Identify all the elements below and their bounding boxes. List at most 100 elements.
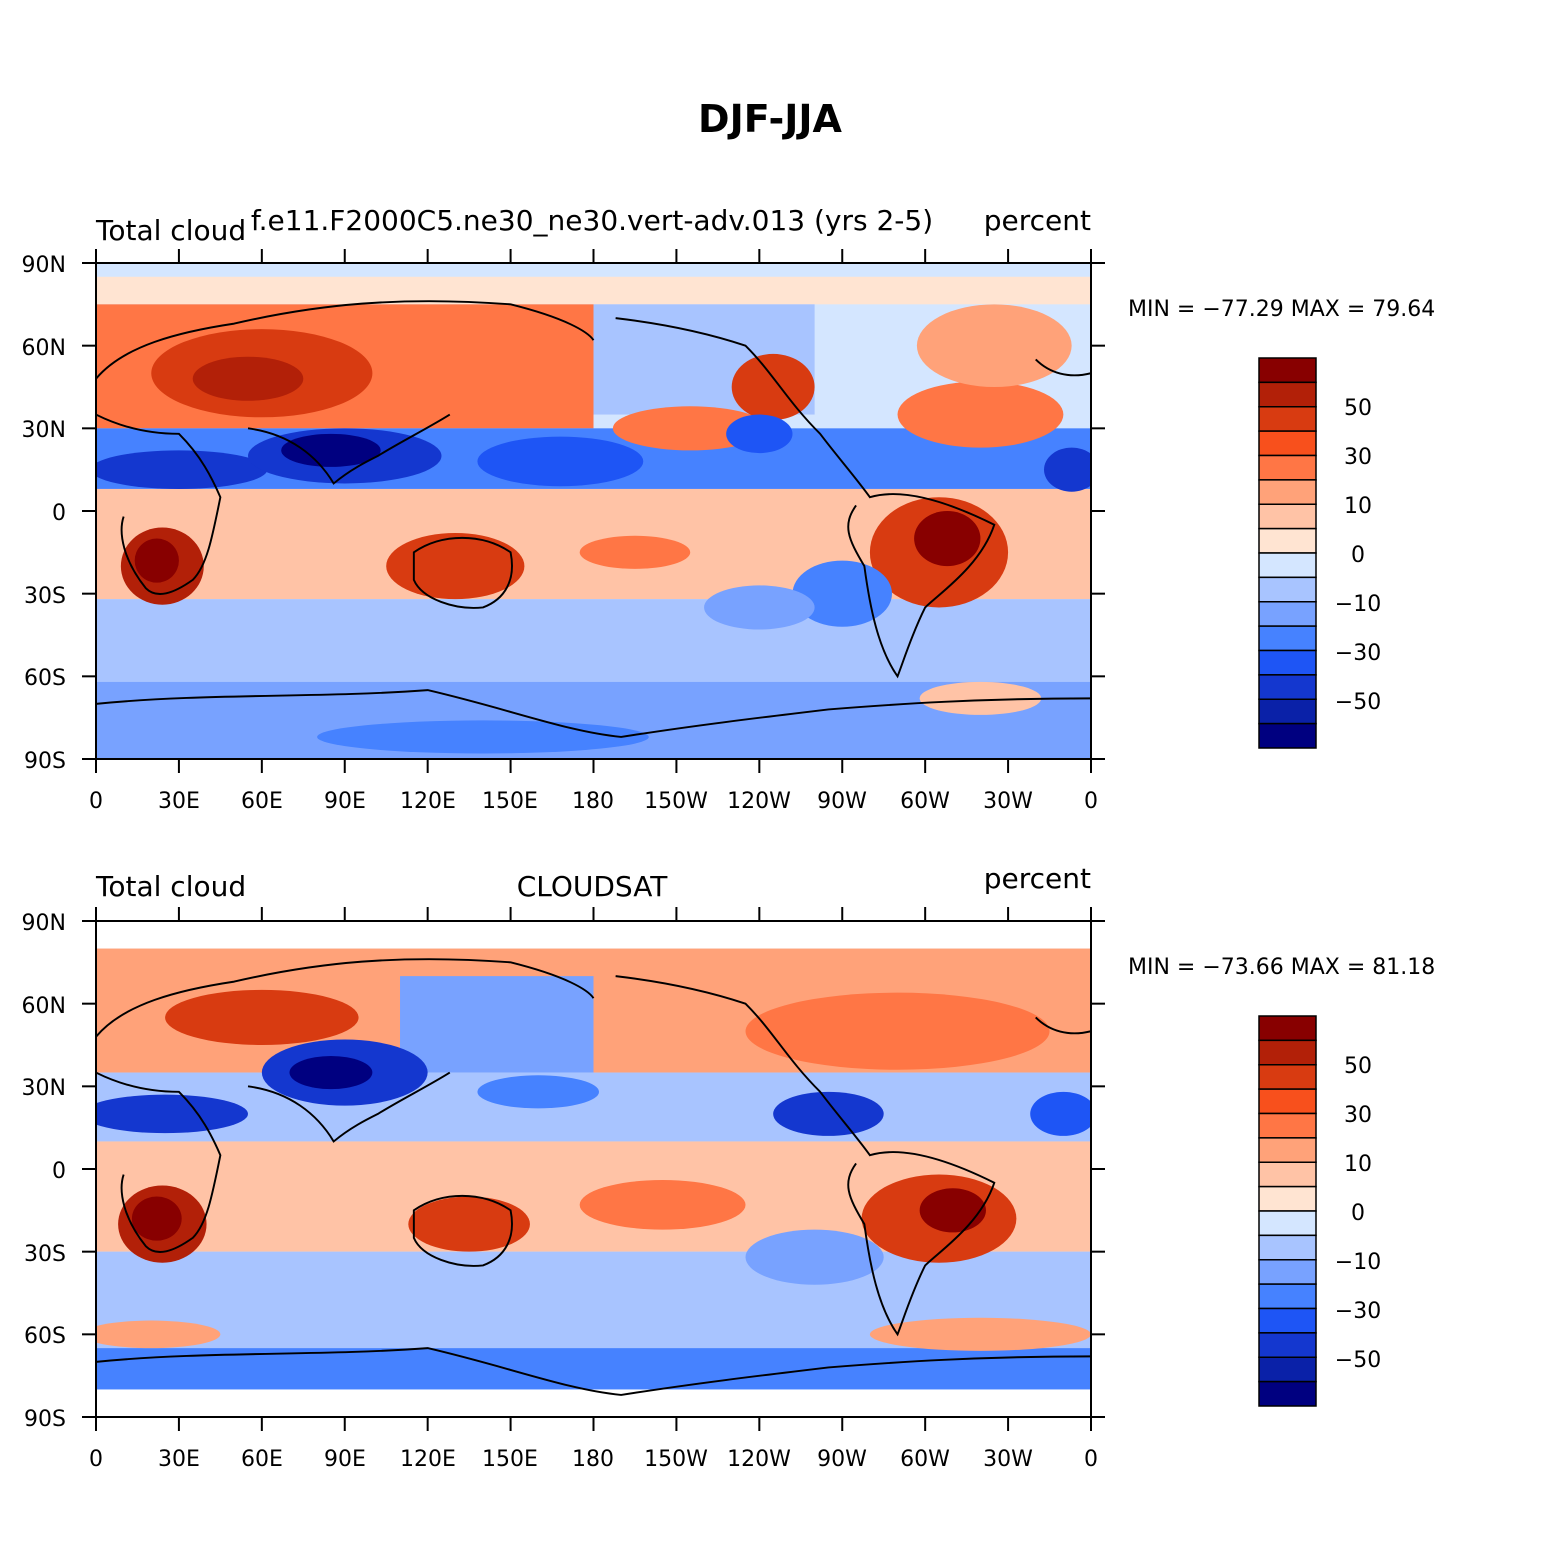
colorbar-swatch: [1258, 1137, 1317, 1163]
lat-tick-label: 0: [52, 1159, 66, 1184]
colorbar-label: 10: [1344, 494, 1372, 519]
lon-tick-label: 120E: [400, 789, 456, 814]
colorbar-swatch: [1258, 698, 1317, 725]
lat-tick-label: 60S: [24, 1324, 66, 1349]
panel-left-label: Total cloud: [95, 870, 246, 903]
colorbar-swatch: [1258, 1307, 1317, 1334]
colorbar-swatch: [1258, 625, 1317, 652]
lat-axis: 90N 60N 30N 0 30S 60S 90S: [22, 911, 66, 1432]
lon-tick-label: 0: [89, 1447, 103, 1472]
colorbar-label: −30: [1335, 641, 1381, 666]
lon-tick-label: 120W: [727, 789, 791, 814]
colorbar-label: 30: [1344, 445, 1372, 470]
colorbar-label: −30: [1335, 1299, 1381, 1324]
colorbar-label: −50: [1335, 1348, 1381, 1373]
map-field: [96, 263, 1091, 759]
lon-tick-label: 60E: [241, 789, 283, 814]
lon-tick-label: 150W: [644, 789, 708, 814]
colorbar-swatch: [1258, 1088, 1317, 1115]
colorbar-swatch: [1258, 1380, 1317, 1407]
colorbar-swatch: [1258, 381, 1317, 408]
map-panel-observations: 90N 60N 30N 0 30S 60S 90S 0 30E 60E 90E …: [22, 911, 1098, 1472]
axis-ticks: [82, 907, 1105, 1431]
lon-tick-label: 90W: [817, 789, 867, 814]
colorbar-label: 10: [1344, 1152, 1372, 1177]
axis-ticks: [82, 249, 1105, 773]
panel-center-label: f.e11.F2000C5.ne30_ne30.vert-adv.013 (yr…: [251, 204, 933, 237]
lon-tick-label: 60W: [900, 1447, 950, 1472]
lat-tick-label: 60N: [22, 994, 66, 1019]
colorbar-swatch: [1258, 430, 1317, 457]
lat-tick-label: 30S: [24, 584, 66, 609]
colorbar-swatch: [1258, 674, 1317, 700]
colorbar-swatch: [1258, 1112, 1317, 1139]
colorbar-swatch: [1258, 1015, 1317, 1042]
lon-tick-label: 30E: [158, 789, 200, 814]
colorbar-swatch: [1258, 1210, 1317, 1237]
colorbar-swatch: [1258, 722, 1317, 749]
panel-center-label: CLOUDSAT: [517, 870, 669, 903]
panel-model: Total cloud f.e11.F2000C5.ne30_ne30.vert…: [22, 204, 1436, 814]
colorbar: 50 30 10 0 −10 −30 −50: [1258, 357, 1381, 749]
lon-tick-label: 30W: [983, 789, 1033, 814]
lat-tick-label: 60S: [24, 666, 66, 691]
colorbar-label: 50: [1344, 396, 1372, 421]
lon-tick-label: 30E: [158, 1447, 200, 1472]
lon-tick-label: 90W: [817, 1447, 867, 1472]
lat-tick-label: 90N: [22, 253, 66, 278]
colorbar-swatch: [1258, 1283, 1317, 1310]
colorbar-swatch: [1258, 527, 1317, 554]
lat-tick-label: 30N: [22, 1076, 66, 1101]
colorbar-label: −10: [1335, 592, 1381, 617]
min-max-readout: MIN = −73.66 MAX = 81.18: [1128, 955, 1435, 980]
main-title: DJF-JJA: [698, 97, 843, 141]
lon-tick-label: 0: [1084, 1447, 1098, 1472]
lat-tick-label: 30N: [22, 418, 66, 443]
lon-tick-label: 30W: [983, 1447, 1033, 1472]
lon-tick-label: 60E: [241, 1447, 283, 1472]
colorbar-label: 0: [1351, 543, 1365, 568]
colorbar-label: 30: [1344, 1103, 1372, 1128]
map-panel-model: 90N 60N 30N 0 30S 60S 90S 0 30E 60E 90E …: [22, 253, 1098, 814]
lon-tick-label: 150W: [644, 1447, 708, 1472]
colorbar-swatch: [1258, 552, 1317, 579]
colorbar-swatch: [1258, 1259, 1317, 1285]
colorbar-label: −50: [1335, 690, 1381, 715]
colorbar-swatch: [1258, 357, 1317, 384]
colorbar-swatch: [1258, 601, 1317, 627]
lon-axis: 0 30E 60E 90E 120E 150E 180 150W 120W 90…: [89, 1447, 1098, 1472]
lon-tick-label: 180: [572, 1447, 614, 1472]
colorbar-swatch: [1258, 1039, 1317, 1066]
colorbar-swatch: [1258, 503, 1317, 530]
colorbar-swatch: [1258, 649, 1317, 676]
lat-tick-label: 90S: [24, 1407, 66, 1432]
panel-left-label: Total cloud: [95, 214, 246, 247]
colorbar-swatch: [1258, 454, 1317, 481]
lon-tick-label: 120W: [727, 1447, 791, 1472]
colorbar-swatch: [1258, 1234, 1317, 1261]
lat-tick-label: 90S: [24, 749, 66, 774]
lon-tick-label: 60W: [900, 789, 950, 814]
lat-tick-label: 0: [52, 501, 66, 526]
map-field: [96, 921, 1091, 1417]
lat-tick-label: 90N: [22, 911, 66, 936]
colorbar-swatch: [1258, 1332, 1317, 1358]
min-max-readout: MIN = −77.29 MAX = 79.64: [1128, 297, 1435, 322]
colorbar-swatch: [1258, 1185, 1317, 1212]
colorbar-swatch: [1258, 406, 1317, 432]
lon-tick-label: 150E: [482, 789, 538, 814]
colorbar-label: 0: [1351, 1201, 1365, 1226]
lon-tick-label: 90E: [324, 1447, 366, 1472]
panel-units-label: percent: [984, 862, 1091, 895]
lon-axis: 0 30E 60E 90E 120E 150E 180 150W 120W 90…: [89, 789, 1098, 814]
lat-axis: 90N 60N 30N 0 30S 60S 90S: [22, 253, 66, 774]
colorbar-swatch: [1258, 1064, 1317, 1090]
colorbar: 50 30 10 0 −10 −30 −50: [1258, 1015, 1381, 1407]
lon-tick-label: 120E: [400, 1447, 456, 1472]
colorbar-swatch: [1258, 479, 1317, 505]
lat-tick-label: 30S: [24, 1242, 66, 1267]
lon-tick-label: 0: [89, 789, 103, 814]
colorbar-swatch: [1258, 576, 1317, 603]
colorbar-swatch: [1258, 1161, 1317, 1188]
